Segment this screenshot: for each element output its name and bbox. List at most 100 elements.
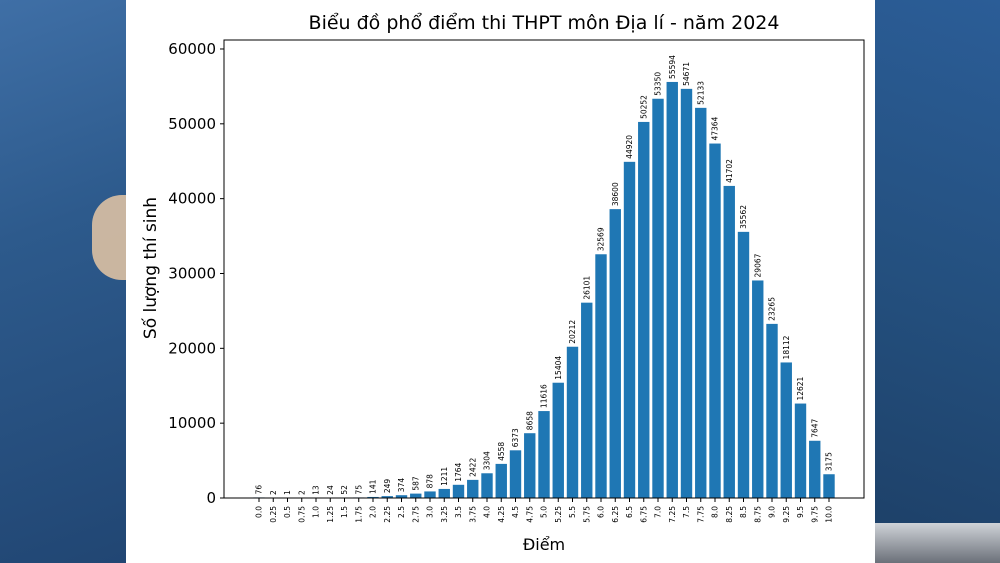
bar-value-label: 1 (283, 490, 292, 495)
bar (495, 463, 507, 498)
bar-value-label: 15404 (554, 356, 563, 380)
x-tick-label: 4.75 (525, 506, 534, 523)
x-axis: 0.0 0.25 0.5 0.75 1.0 1.25 1.5 1.75 2.0 2.25 2.5 2.… (255, 498, 834, 523)
bar (695, 107, 707, 499)
x-tick-label: 1.5 (340, 506, 349, 518)
x-tick-label: 10.0 (825, 506, 834, 523)
bar (481, 473, 493, 498)
x-tick-label: 3.75 (468, 506, 477, 523)
x-tick-label: 0.75 (297, 506, 306, 523)
bar-value-label: 249 (383, 479, 392, 494)
bar-value-label: 12621 (796, 376, 805, 400)
x-tick-label: 7.25 (668, 506, 677, 523)
bar-value-label: 13 (312, 485, 321, 495)
x-tick-label: 8.5 (739, 506, 748, 518)
bar (581, 302, 593, 498)
background-right (875, 0, 1000, 563)
bar (566, 346, 579, 498)
bar-value-label: 75 (354, 485, 363, 495)
bar-value-label: 47364 (711, 116, 720, 140)
x-tick-label: 5.0 (540, 506, 549, 518)
bar-value-label: 141 (369, 479, 378, 494)
x-tick-label: 9.0 (768, 506, 777, 518)
background-left (0, 0, 132, 563)
bar (538, 411, 550, 498)
x-tick-label: 2.25 (383, 506, 392, 523)
x-axis-label: Điểm (523, 535, 565, 554)
x-tick-label: 8.0 (711, 506, 720, 518)
x-tick-label: 6.5 (625, 506, 634, 518)
bar-value-label: 4558 (497, 442, 506, 461)
y-tick-label: 20000 (168, 339, 216, 357)
bar-value-label: 8658 (525, 411, 534, 430)
x-tick-label: 0.0 (255, 506, 264, 518)
bar (524, 433, 536, 498)
bar (367, 496, 379, 498)
bar-value-label: 52 (340, 485, 349, 495)
x-tick-label: 8.25 (725, 506, 734, 523)
bar (652, 98, 664, 498)
x-tick-label: 0.5 (283, 506, 292, 518)
bar (752, 280, 764, 498)
bar-value-label: 54671 (682, 62, 691, 86)
bar (438, 488, 450, 498)
y-tick-label: 50000 (168, 115, 216, 133)
bar (794, 403, 807, 498)
bar-value-label: 26101 (582, 276, 591, 300)
bar (723, 185, 735, 498)
bar-value-label: 55594 (668, 55, 677, 79)
bar (638, 121, 650, 498)
bar-value-label: 878 (426, 474, 435, 489)
bar-value-label: 41702 (725, 159, 734, 183)
bar (737, 231, 750, 498)
bar-value-label: 2422 (468, 458, 477, 477)
x-tick-label: 2.75 (411, 506, 420, 523)
bar (680, 88, 693, 499)
bar-value-label: 2 (297, 490, 306, 495)
background-strip (875, 523, 1000, 563)
x-tick-label: 9.75 (810, 506, 819, 523)
x-tick-label: 6.0 (597, 506, 606, 518)
chart-panel: Biểu đồ phổ điểm thi THPT môn Địa lí - n… (126, 0, 875, 563)
bar-value-label: 7647 (810, 418, 819, 437)
x-tick-label: 1.0 (312, 506, 321, 518)
bar-value-label: 76 (255, 485, 264, 495)
x-tick-label: 1.75 (354, 506, 363, 523)
background-thumb (92, 195, 132, 280)
bar-value-label: 35562 (739, 205, 748, 229)
bar (410, 493, 422, 498)
bar-value-label: 6373 (511, 428, 520, 447)
bar-value-label: 11616 (540, 384, 549, 408)
x-tick-label: 7.75 (696, 506, 705, 523)
bar-value-label: 18112 (782, 335, 791, 359)
bar-value-label: 32569 (597, 227, 606, 251)
bar (666, 81, 678, 498)
y-tick-label: 0 (206, 489, 216, 507)
x-tick-label: 1.25 (326, 506, 335, 523)
bar (424, 491, 436, 498)
bar-value-label: 20212 (568, 320, 577, 344)
bar (509, 450, 522, 498)
y-tick-label: 60000 (168, 40, 216, 58)
bar-value-label: 53350 (654, 72, 663, 96)
x-tick-label: 3.25 (440, 506, 449, 523)
bar-chart: Biểu đồ phổ điểm thi THPT môn Địa lí - n… (140, 12, 865, 554)
plot-frame (223, 39, 865, 499)
bar (552, 382, 564, 498)
bar-value-label: 29067 (753, 253, 762, 277)
bar (452, 484, 465, 498)
bar-value-label: 1211 (440, 467, 449, 486)
x-tick-label: 7.0 (654, 506, 663, 518)
x-tick-label: 5.25 (554, 506, 563, 523)
x-tick-label: 6.75 (639, 506, 648, 523)
bar (623, 161, 636, 498)
x-tick-label: 3.0 (426, 506, 435, 518)
x-tick-label: 4.25 (497, 506, 506, 523)
x-tick-label: 8.75 (753, 506, 762, 523)
bar-value-label: 374 (397, 478, 406, 493)
bar-value-label: 38600 (611, 182, 620, 206)
bar (766, 323, 778, 498)
x-tick-label: 4.0 (483, 506, 492, 518)
x-tick-label: 9.25 (782, 506, 791, 523)
bar (595, 254, 607, 498)
